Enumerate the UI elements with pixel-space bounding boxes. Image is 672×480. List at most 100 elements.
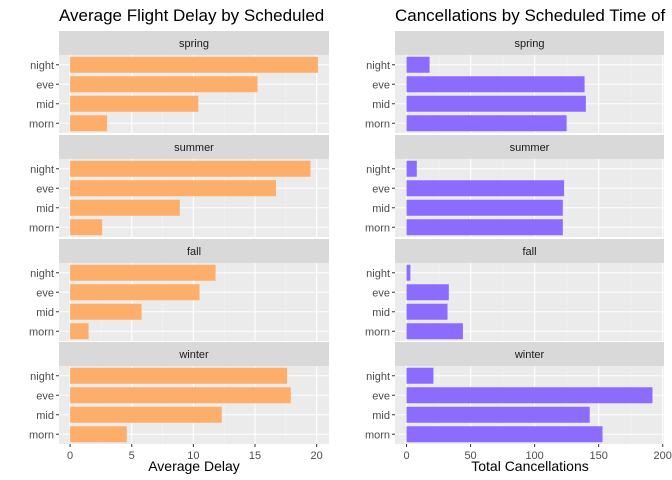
delay-bar-summer-morn — [70, 219, 103, 236]
y-tick-label: night — [30, 268, 54, 280]
delay-bar-fall-eve — [70, 284, 200, 301]
delay-bar-winter-eve — [70, 387, 291, 404]
delay-bar-summer-mid — [70, 199, 180, 216]
cancel-bar-winter-morn — [406, 426, 603, 443]
delay-facet-summer: summer night eve mid morn — [29, 135, 329, 237]
facet-strip-label: winter — [514, 349, 545, 361]
x-tick-label: 200 — [654, 450, 672, 462]
x-tick-label: 0 — [67, 450, 73, 462]
delay-bar-spring-eve — [70, 76, 258, 93]
delay-facet-fall: fall night eve mid morn — [29, 239, 329, 341]
delay-bar-fall-mid — [70, 303, 142, 320]
cancel-bar-fall-night — [406, 264, 411, 281]
cancel-bar-summer-eve — [406, 180, 565, 197]
delay-bar-winter-night — [70, 367, 288, 384]
y-tick-label: mid — [372, 307, 390, 319]
cancel-facet-summer: summer night eve mid morn — [365, 135, 664, 237]
cancel-bar-winter-mid — [406, 406, 590, 423]
facet-strip-label: summer — [174, 142, 214, 154]
y-tick-label: morn — [29, 429, 54, 441]
cancel-bar-summer-mid — [406, 199, 563, 216]
delay-bar-winter-mid — [70, 406, 222, 423]
delay-bar-fall-morn — [70, 323, 89, 340]
facet-strip-label: fall — [187, 246, 201, 258]
facet-strip — [395, 342, 664, 366]
y-tick-label: night — [366, 371, 390, 383]
y-tick-label: night — [366, 164, 390, 176]
cancel-bar-summer-night — [406, 160, 417, 177]
x-tick-label: 15 — [249, 450, 261, 462]
cancel-facet-fall: fall night eve mid morn — [365, 239, 664, 341]
delay-bar-spring-morn — [70, 115, 108, 132]
facet-strip — [59, 239, 329, 263]
y-tick-label: mid — [36, 203, 54, 215]
facet-strip — [59, 135, 329, 159]
facet-strip — [59, 31, 329, 55]
y-tick-label: morn — [29, 118, 54, 130]
y-tick-label: eve — [372, 79, 390, 91]
x-tick-label: 150 — [589, 450, 607, 462]
y-tick-label: night — [366, 268, 390, 280]
delay-bar-spring-mid — [70, 95, 199, 112]
cancel-facet-winter: winter night eve mid morn 0 50 100 150 200 — [365, 342, 672, 462]
x-tick-label: 0 — [403, 450, 409, 462]
right-chart-title: Cancellations by Scheduled Time of — [395, 6, 666, 25]
delay-bar-winter-morn — [70, 426, 127, 443]
y-tick-label: night — [30, 164, 54, 176]
y-tick-label: morn — [365, 118, 390, 130]
y-tick-label: eve — [372, 183, 390, 195]
facet-strip-label: fall — [522, 246, 536, 258]
facet-strip — [395, 31, 664, 55]
left-x-axis-title: Average Delay — [148, 458, 240, 474]
cancel-bar-winter-eve — [406, 387, 653, 404]
y-tick-label: morn — [29, 222, 54, 234]
y-tick-label: eve — [372, 287, 390, 299]
y-tick-label: mid — [36, 99, 54, 111]
x-tick-label: 100 — [525, 450, 543, 462]
cancel-bar-spring-eve — [406, 76, 585, 93]
cancel-bar-spring-morn — [406, 115, 567, 132]
y-tick-label: eve — [36, 390, 54, 402]
facet-strip — [395, 135, 664, 159]
y-tick-label: mid — [372, 203, 390, 215]
y-tick-label: mid — [36, 307, 54, 319]
facet-strip-label: winter — [178, 349, 209, 361]
cancel-bar-fall-morn — [406, 323, 463, 340]
delay-facet-spring: spring night eve mid morn — [29, 31, 329, 133]
facet-strip-label: spring — [179, 38, 209, 50]
delay-facet-winter: winter night eve mid morn 0 5 10 15 20 — [29, 342, 329, 462]
plot-area: spring night eve mid morn summer night eve mid mo… — [29, 31, 672, 462]
y-tick-label: eve — [372, 390, 390, 402]
y-tick-label: eve — [36, 287, 54, 299]
y-tick-label: night — [366, 60, 390, 72]
x-tick-label: 5 — [129, 450, 135, 462]
cancel-bar-fall-mid — [406, 303, 448, 320]
y-tick-label: night — [30, 60, 54, 72]
delay-bar-summer-night — [70, 160, 311, 177]
cancel-bar-winter-night — [406, 367, 434, 384]
y-tick-label: mid — [36, 410, 54, 422]
facet-strip — [59, 342, 329, 366]
cancel-bar-spring-night — [406, 56, 430, 73]
left-chart-title: Average Flight Delay by Scheduled — [59, 6, 324, 25]
y-tick-label: eve — [36, 79, 54, 91]
y-tick-label: morn — [29, 326, 54, 338]
y-tick-label: morn — [365, 429, 390, 441]
y-tick-label: mid — [372, 99, 390, 111]
facet-strip — [395, 239, 664, 263]
x-tick-label: 20 — [311, 450, 323, 462]
delay-bar-fall-night — [70, 264, 216, 281]
cancel-bar-fall-eve — [406, 284, 449, 301]
x-tick-label: 50 — [464, 450, 476, 462]
right-x-axis-title: Total Cancellations — [471, 458, 589, 474]
x-tick-label: 10 — [187, 450, 199, 462]
facet-strip-label: spring — [515, 38, 545, 50]
delay-bar-summer-eve — [70, 180, 276, 197]
cancel-bar-spring-mid — [406, 95, 586, 112]
cancel-bar-summer-morn — [406, 219, 563, 236]
y-tick-label: eve — [36, 183, 54, 195]
y-tick-label: mid — [372, 410, 390, 422]
delay-bar-spring-night — [70, 56, 318, 73]
facet-strip-label: summer — [510, 142, 550, 154]
